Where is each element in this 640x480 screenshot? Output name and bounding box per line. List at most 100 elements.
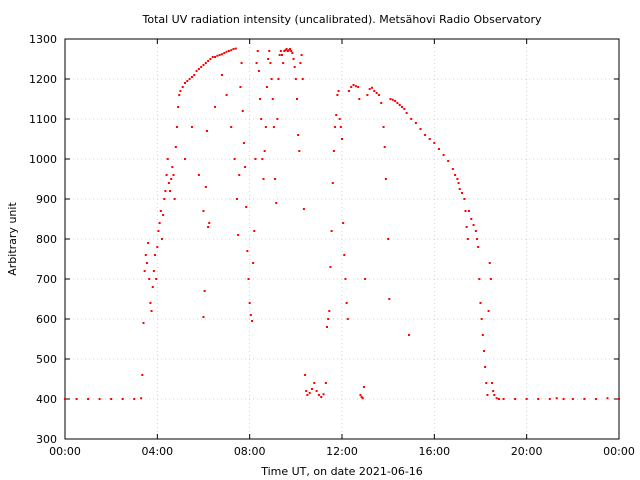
data-point (156, 246, 159, 248)
y-tick-label: 1300 (29, 33, 57, 46)
data-point (240, 62, 243, 64)
data-point (514, 398, 517, 400)
data-point (380, 102, 383, 104)
data-point (375, 92, 378, 94)
data-point (618, 398, 620, 400)
data-point (181, 86, 184, 88)
data-point (301, 78, 304, 80)
data-point (207, 226, 210, 228)
data-point (234, 47, 237, 50)
y-tick-label: 700 (36, 273, 57, 286)
data-point (339, 126, 342, 128)
data-point (144, 254, 147, 256)
data-point (160, 238, 163, 240)
data-point (398, 104, 401, 106)
data-point (341, 138, 343, 140)
data-point (184, 158, 187, 160)
data-point (328, 310, 331, 312)
data-point (360, 396, 363, 398)
data-point (140, 397, 143, 400)
data-point (175, 126, 178, 128)
x-tick-label: 16:00 (418, 445, 450, 458)
data-point (492, 390, 495, 392)
data-point (362, 386, 365, 388)
data-point (322, 393, 325, 396)
data-point (87, 398, 90, 400)
data-point (220, 53, 223, 56)
data-point (606, 397, 609, 400)
data-point (373, 90, 376, 92)
data-point (294, 78, 297, 80)
y-tick-label: 900 (36, 193, 57, 206)
data-point (502, 398, 505, 400)
data-point (252, 262, 255, 264)
data-point (162, 214, 165, 216)
data-point (479, 302, 482, 304)
data-point (280, 54, 283, 56)
data-point (394, 100, 397, 102)
data-point (389, 98, 392, 100)
data-point (457, 182, 460, 184)
data-point (345, 302, 348, 304)
data-point (484, 366, 487, 368)
data-point (205, 130, 208, 132)
data-point (358, 98, 361, 100)
data-point (269, 62, 272, 64)
grid-lines (65, 39, 619, 439)
data-point (293, 66, 296, 68)
data-point (485, 382, 488, 384)
data-point (334, 126, 337, 128)
data-point (401, 106, 404, 108)
data-point (165, 174, 168, 176)
data-point (282, 62, 285, 64)
data-point (253, 230, 256, 232)
data-point (203, 290, 206, 292)
data-point (304, 374, 307, 376)
data-point (344, 278, 347, 280)
data-point (256, 50, 259, 52)
data-point (383, 146, 386, 148)
data-point (163, 198, 166, 200)
data-point (177, 106, 180, 108)
data-point (476, 238, 479, 240)
data-point (249, 314, 252, 316)
data-point (283, 50, 286, 52)
data-point (477, 246, 480, 248)
data-point (218, 54, 221, 56)
x-axis-title: Time UT, on date 2021-06-16 (260, 465, 423, 478)
data-point (211, 56, 214, 58)
data-point (241, 110, 244, 112)
y-tick-label: 600 (36, 313, 57, 326)
data-point (342, 222, 345, 224)
data-point (152, 270, 155, 272)
chart-title: Total UV radiation intensity (uncalibrat… (142, 13, 542, 26)
data-point (247, 278, 250, 280)
data-point (324, 382, 327, 384)
data-point (555, 397, 558, 400)
data-point (272, 126, 275, 128)
data-point (157, 230, 160, 232)
data-point (151, 286, 154, 288)
data-point (275, 202, 278, 204)
data-point (235, 198, 238, 200)
data-point (248, 302, 251, 304)
data-point (451, 168, 454, 170)
data-point (332, 150, 335, 152)
data-point (433, 142, 436, 144)
data-point (167, 182, 170, 184)
data-point (197, 174, 200, 176)
data-point (227, 50, 230, 52)
data-point (343, 254, 346, 256)
data-point (357, 86, 360, 88)
data-point (289, 48, 292, 50)
data-point (290, 50, 293, 52)
data-point (259, 98, 262, 100)
data-point (326, 326, 328, 328)
data-point (338, 118, 341, 120)
data-point (158, 222, 161, 224)
data-point (284, 49, 287, 52)
data-point (188, 78, 191, 80)
data-point (562, 398, 565, 400)
data-point (313, 382, 316, 384)
